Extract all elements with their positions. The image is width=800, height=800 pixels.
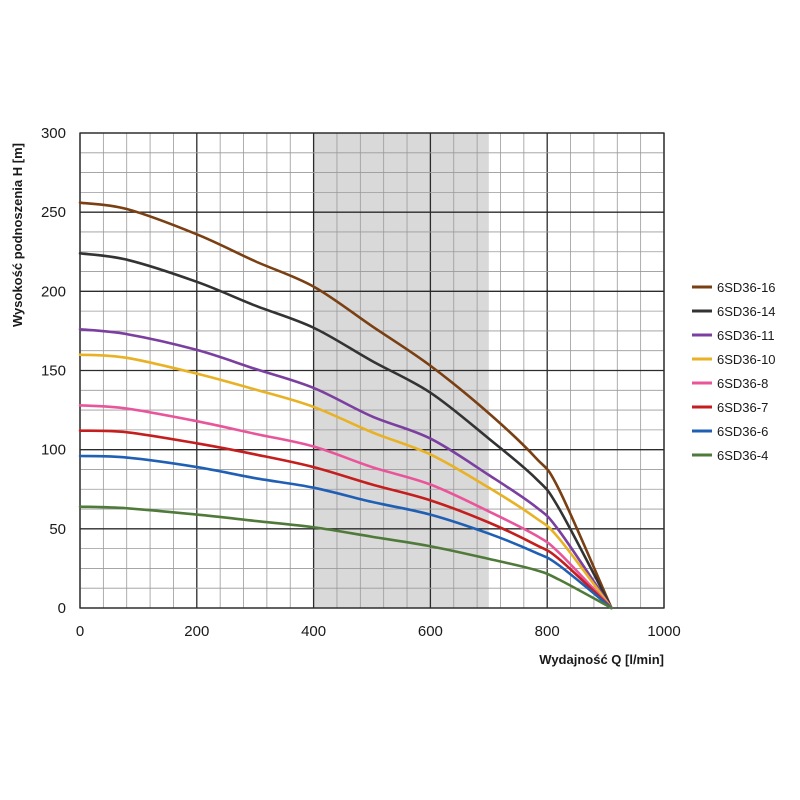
legend-label: 6SD36-7 bbox=[717, 400, 768, 415]
legend-label: 6SD36-11 bbox=[717, 328, 775, 343]
x-tick-label: 0 bbox=[76, 623, 84, 640]
series-line-6sd36-14 bbox=[78, 252, 613, 610]
y-tick-label: 300 bbox=[41, 125, 66, 142]
y-tick-label: 0 bbox=[58, 600, 66, 617]
legend-label: 6SD36-16 bbox=[717, 280, 776, 295]
legend-label: 6SD36-8 bbox=[717, 376, 768, 391]
y-tick-label: 150 bbox=[41, 363, 66, 380]
y-tick-label: 200 bbox=[41, 283, 66, 300]
x-tick-label: 600 bbox=[418, 623, 443, 640]
series-line-6sd36-11 bbox=[78, 328, 613, 610]
series-line-6sd36-16 bbox=[78, 201, 613, 610]
x-tick-label: 200 bbox=[184, 623, 209, 640]
legend-label: 6SD36-4 bbox=[717, 448, 768, 463]
y-tick-label: 250 bbox=[41, 204, 66, 221]
series-line-6sd36-7 bbox=[78, 429, 613, 610]
series-line-6sd36-8 bbox=[78, 404, 613, 610]
legend-label: 6SD36-14 bbox=[717, 304, 776, 319]
series-line-6sd36-4 bbox=[78, 505, 613, 610]
y-axis-label: Wysokość podnoszenia H [m] bbox=[10, 143, 25, 327]
legend: 6SD36-16 6SD36-14 6SD36-11 6SD36-10 6SD36-8 6… bbox=[692, 280, 776, 463]
series-line-6sd36-10 bbox=[78, 353, 613, 610]
y-tick-label: 100 bbox=[41, 442, 66, 459]
legend-label: 6SD36-6 bbox=[717, 424, 768, 439]
tick-label-layer: 0 200 400 600 800 1000 0 50 100 150 200 250 300 bbox=[41, 125, 681, 640]
x-tick-label: 1000 bbox=[647, 623, 680, 640]
series-layer bbox=[78, 201, 613, 610]
x-axis-label: Wydajność Q [l/min] bbox=[539, 652, 664, 667]
x-tick-label: 400 bbox=[301, 623, 326, 640]
x-tick-label: 800 bbox=[535, 623, 560, 640]
plot-frame bbox=[79, 132, 665, 609]
legend-label: 6SD36-10 bbox=[717, 352, 776, 367]
series-line-6sd36-6 bbox=[78, 454, 613, 610]
y-tick-label: 50 bbox=[49, 521, 66, 538]
